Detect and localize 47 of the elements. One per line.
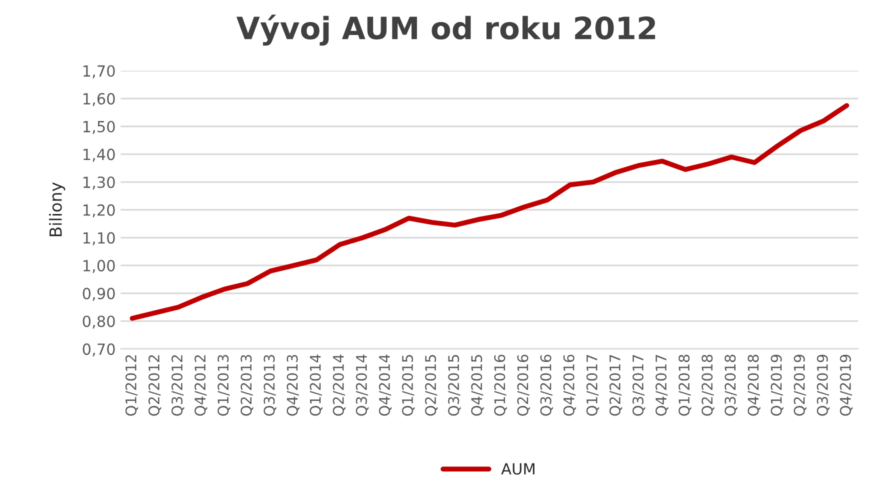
x-tick-label: Q2/2013	[240, 354, 254, 416]
y-tick-label: 0,80	[82, 316, 115, 329]
x-tick-label: Q4/2017	[656, 355, 668, 416]
x-tick-label: Q4/2012	[194, 355, 208, 416]
y-tick-label: 1,30	[83, 176, 115, 190]
y-axis-title: Biliony	[49, 182, 66, 236]
x-tick-label: Q2/2016	[517, 354, 530, 416]
x-tick-label: Q3/2017	[632, 355, 646, 416]
y-tick-label: 1,20	[83, 204, 115, 218]
x-tick-label: Q1/2015	[402, 355, 415, 416]
chart-title: Vývoj AUM od roku 2012	[236, 14, 656, 46]
x-tick-label: Q4/2013	[286, 354, 300, 416]
x-tick-label: Q1/2017	[586, 355, 600, 416]
x-tick-label: Q2/2019	[794, 354, 807, 416]
x-tick-label: Q1/2019	[770, 354, 784, 416]
y-tick-label: 1,70	[83, 65, 115, 78]
x-tick-label: Q4/2014	[378, 354, 392, 416]
x-tick-label: Q2/2012	[148, 355, 162, 416]
y-tick-label: 1,60	[83, 93, 115, 106]
x-tick-label: Q4/2015	[471, 355, 484, 416]
x-tick-label: Q1/2013	[218, 354, 230, 416]
x-tick-label: Q2/2015	[425, 355, 438, 416]
x-tick-label: Q3/2019	[816, 354, 830, 416]
x-tick-label: Q4/2018	[748, 354, 760, 416]
x-tick-label: Q2/2014	[332, 354, 346, 416]
x-tick-label: Q1/2018	[678, 354, 692, 416]
x-tick-label: Q2/2017	[609, 355, 622, 416]
x-tick-label: Q3/2013	[264, 354, 276, 416]
y-tick-label: 1,00	[83, 260, 115, 274]
x-tick-label: Q4/2019	[840, 354, 853, 416]
y-tick-label: 0,90	[82, 288, 115, 301]
x-tick-label: Q3/2016	[540, 354, 553, 416]
x-tick-label: Q3/2012	[172, 355, 184, 416]
legend-label: AUM	[501, 463, 534, 475]
x-tick-label: Q1/2012	[125, 355, 138, 416]
line-series	[130, 103, 850, 321]
y-tick-label: 1,40	[83, 148, 115, 162]
y-tick-label: 1,50	[83, 120, 115, 134]
y-tick-label: 0,70	[82, 343, 115, 356]
x-tick-label: Q1/2014	[310, 354, 323, 416]
x-tick-label: Q3/2015	[448, 355, 461, 416]
x-tick-label: Q3/2014	[356, 354, 369, 416]
x-tick-label: Q4/2016	[563, 354, 576, 416]
y-tick-label: 1,10	[83, 232, 115, 246]
x-tick-label: Q3/2018	[724, 354, 738, 416]
x-tick-label: Q1/2016	[494, 354, 507, 416]
x-tick-label: Q2/2018	[702, 354, 714, 416]
